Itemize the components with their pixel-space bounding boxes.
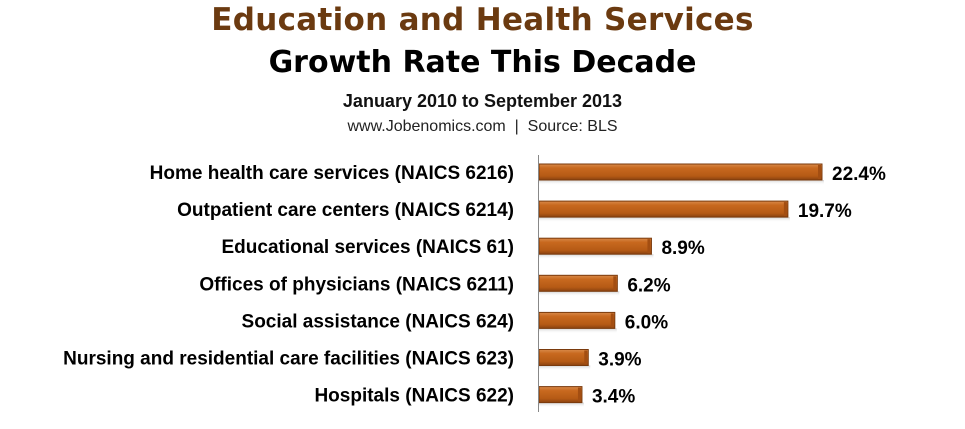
chart-source: www.Jobenomics.com | Source: BLS	[347, 118, 618, 135]
bar-end-bevel	[584, 350, 588, 365]
bar	[538, 237, 652, 255]
bar-end-bevel	[783, 202, 787, 217]
bar	[538, 311, 616, 329]
bar-shadow	[539, 291, 620, 297]
category-label: Hospitals (NAICS 622)	[314, 386, 514, 407]
category-label: Educational services (NAICS 61)	[222, 237, 515, 258]
bar-end-bevel	[610, 313, 614, 328]
chart-period: January 2010 to September 2013	[342, 91, 623, 111]
data-label: 3.4%	[592, 387, 635, 408]
bar	[538, 274, 618, 292]
category-label: Home health care services (NAICS 6216)	[150, 163, 514, 184]
category-label: Nursing and residential care facilities …	[63, 349, 514, 370]
bar-end-bevel	[818, 165, 821, 179]
bar-shadow	[539, 217, 790, 223]
bar-shadow	[539, 254, 654, 260]
category-label: Offices of physicians (NAICS 6211)	[199, 274, 514, 295]
chart-title: Education and Health Services	[211, 2, 754, 38]
data-label: 8.9%	[661, 238, 704, 259]
bar-shadow	[539, 365, 591, 371]
bar	[538, 163, 823, 181]
data-label: 6.0%	[625, 312, 668, 333]
bar-end-bevel	[577, 387, 581, 402]
bar	[538, 200, 789, 218]
data-label: 6.2%	[627, 275, 670, 296]
data-label: 19.7%	[798, 201, 852, 222]
bar-shadow	[539, 402, 584, 408]
data-label: 22.4%	[832, 164, 886, 185]
category-label: Outpatient care centers (NAICS 6214)	[177, 200, 514, 221]
data-label: 3.9%	[598, 350, 641, 371]
bar	[538, 349, 589, 366]
bar	[538, 386, 583, 404]
bar-end-bevel	[613, 276, 617, 291]
category-label: Social assistance (NAICS 624)	[242, 311, 514, 332]
bar-shadow	[539, 328, 617, 334]
bar-end-bevel	[647, 239, 651, 254]
bar-shadow	[539, 180, 824, 185]
chart-subtitle: Growth Rate This Decade	[268, 45, 697, 80]
